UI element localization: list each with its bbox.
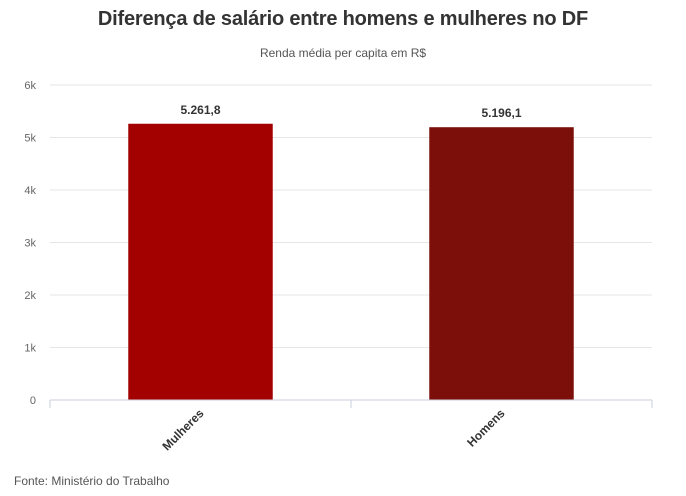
y-tick-label: 5k xyxy=(24,133,36,145)
x-tick-label: Homens xyxy=(464,406,508,450)
bars xyxy=(128,123,574,401)
data-label: 5.261,8 xyxy=(180,103,220,117)
chart-title: Diferença de salário entre homens e mulh… xyxy=(97,8,589,30)
y-tick-label: 2k xyxy=(24,290,36,302)
chart-subtitle: Renda média per capita em R$ xyxy=(259,46,427,60)
x-tick-label: Mulheres xyxy=(159,406,206,453)
data-label: 5.196,1 xyxy=(481,106,521,120)
source-note: Fonte: Ministério do Trabalho xyxy=(14,474,170,488)
x-axis xyxy=(49,399,653,408)
y-tick-label: 0 xyxy=(30,395,36,407)
y-tick-label: 6k xyxy=(24,80,36,92)
data-labels: 5.261,8 5.196,1 xyxy=(180,103,521,120)
x-axis-labels: Mulheres Homens xyxy=(159,406,507,453)
y-tick-label: 4k xyxy=(24,185,36,197)
y-axis-ticks: 0 1k 2k 3k 4k 5k 6k xyxy=(24,80,36,407)
y-tick-label: 3k xyxy=(24,238,36,250)
bar-mulheres xyxy=(128,123,273,401)
y-tick-label: 1k xyxy=(24,343,36,355)
bar-homens xyxy=(429,127,574,401)
